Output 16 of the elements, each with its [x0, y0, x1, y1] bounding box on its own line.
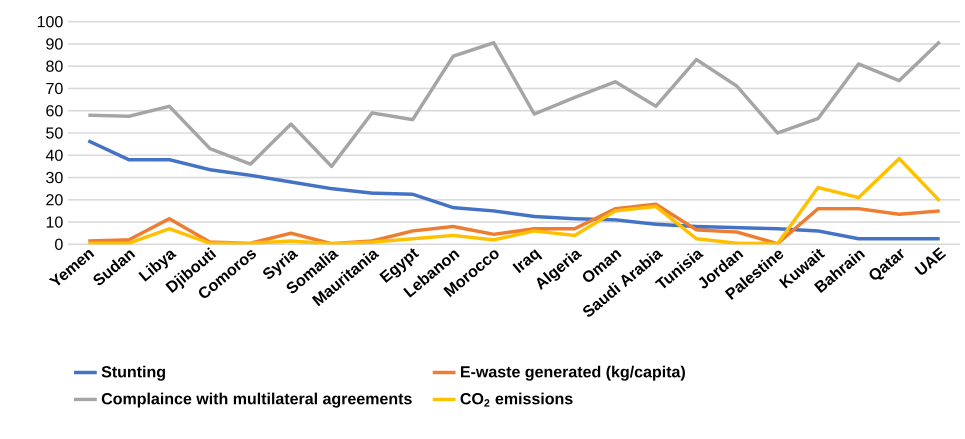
- legend-label: E-waste generated (kg/capita): [460, 366, 685, 381]
- y-tick-label: 30: [46, 172, 63, 184]
- legend-label: CO$_{2}$ emissions: [460, 392, 573, 407]
- y-tick-label: 50: [46, 127, 63, 139]
- y-tick-label: 20: [46, 194, 63, 206]
- y-tick-label: 90: [46, 38, 63, 50]
- y-tick-label: 60: [46, 105, 63, 116]
- legend-label: Stunting: [102, 366, 165, 381]
- y-tick-label: 70: [46, 82, 63, 94]
- y-tick-label: 40: [46, 150, 63, 161]
- y-tick-label: 100: [38, 16, 63, 28]
- y-tick-label: 0: [55, 238, 63, 250]
- y-tick-label: 80: [46, 60, 63, 72]
- line-series: [86, 40, 942, 168]
- y-tick-label: 10: [46, 216, 63, 228]
- legend-label: Complaince with multilateral agreements: [102, 392, 412, 408]
